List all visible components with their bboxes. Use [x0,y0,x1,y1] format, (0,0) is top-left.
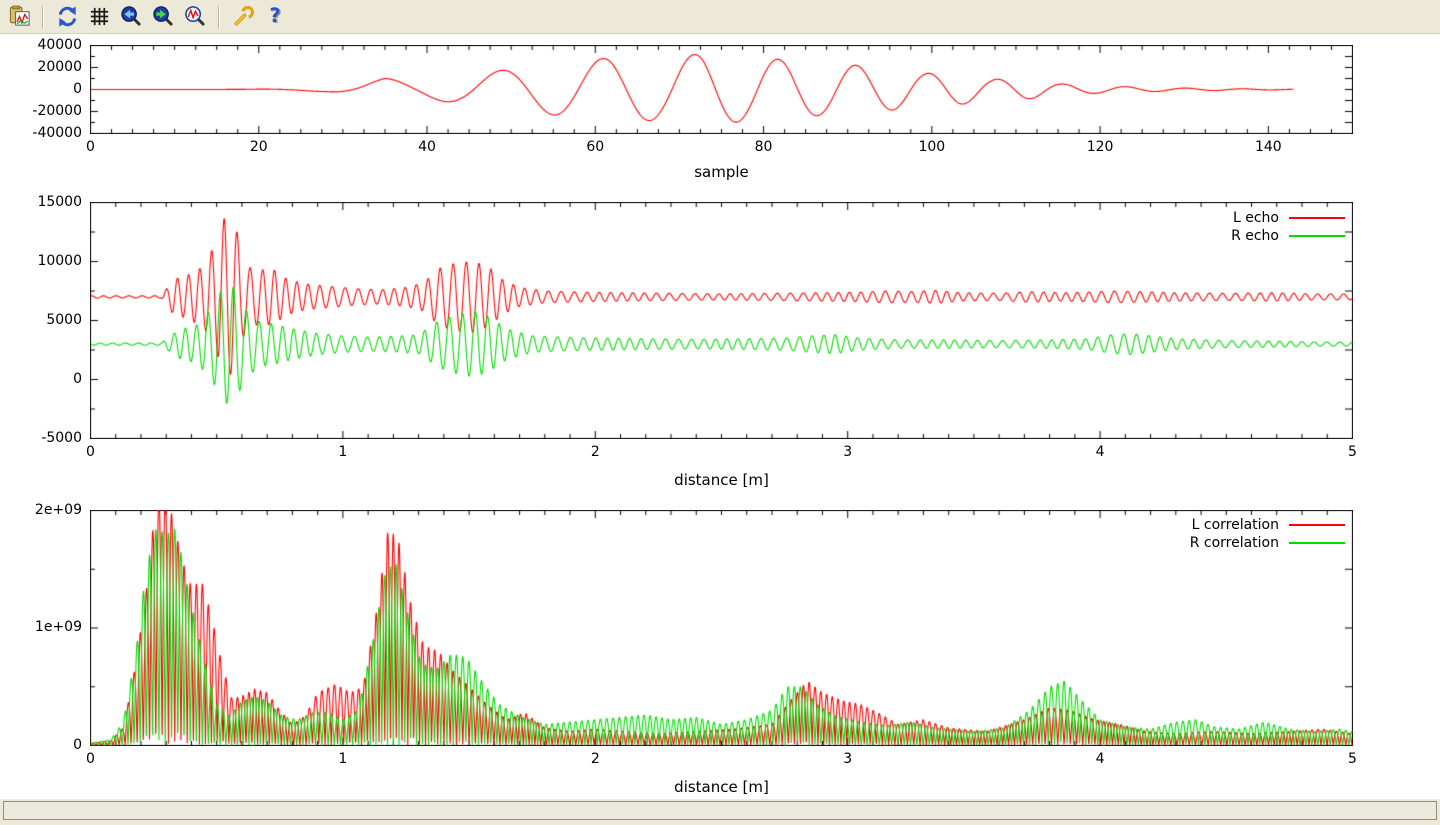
y-tick-label: 15000 [37,193,82,210]
y-tick-label: 2e+09 [34,501,82,518]
magnifier-plot-icon [184,6,205,26]
x-tick-label: 1 [338,444,348,460]
statusbar [0,799,1440,825]
zoom-previous-button[interactable] [116,3,146,31]
grid-button[interactable] [84,3,114,31]
x-tick-label: 3 [843,751,853,767]
x-tick-label: 60 [586,139,605,155]
svg-text:?: ? [269,5,280,27]
x-tick-label: 0 [86,139,95,155]
y-tick-label: -20000 [32,102,82,119]
x-tick-label: 80 [754,139,773,155]
wrench-icon [233,5,254,26]
x-tick-label: 140 [1254,139,1282,155]
toolbar-separator [218,5,220,28]
y-tick-label: 5000 [46,311,82,328]
toolbar-separator [42,5,44,28]
autoscale-button[interactable] [180,3,210,31]
x-tick-label: 5 [1348,751,1357,767]
refresh-icon [58,6,76,27]
x-tick-label: 120 [1086,139,1114,155]
x-tick-label: 2 [590,751,600,767]
x-tick-label: 2 [590,444,600,460]
y-tick-label: 20000 [37,58,82,75]
replot-button[interactable] [52,3,82,31]
y-tick-label: -40000 [32,124,82,141]
y-tick-label: 0 [73,80,82,97]
clipboard-chart-icon [9,5,30,26]
help-button[interactable]: ? ? [260,3,290,31]
question-mark-icon: ? ? [269,5,282,28]
y-tick-label: 0 [73,370,82,387]
x-tick-label: 40 [418,139,436,155]
x-tick-label: 3 [843,444,853,460]
y-tick-label: 40000 [37,36,82,53]
x-tick-label: 4 [1095,444,1105,460]
y-tick-label: 0 [73,736,82,753]
y-tick-label: 1e+09 [34,619,82,635]
y-tick-label: 10000 [37,252,82,269]
chart1-x-axis-label: sample [694,163,749,181]
chart3-x-axis-label: distance [m] [674,778,769,796]
x-tick-label: 100 [918,139,946,155]
grid-icon [90,7,108,26]
toolbar: ? ? [0,0,1440,34]
chart2-x-axis-label: distance [m] [674,471,769,489]
copy-plot-button[interactable] [4,3,34,31]
magnifier-left-arrow-icon [120,6,141,26]
x-tick-label: 5 [1348,444,1357,460]
statusbar-field [3,801,1437,820]
config-button[interactable] [228,3,258,31]
x-tick-label: 0 [86,751,95,767]
plot-area-3[interactable] [90,510,1353,746]
zoom-next-button[interactable] [148,3,178,31]
x-tick-label: 1 [338,751,348,767]
x-tick-label: 20 [249,139,268,155]
plot-area-2[interactable] [90,202,1353,439]
svg-text:?: ? [270,5,281,28]
y-tick-label: -5000 [41,429,82,446]
plot-area-1[interactable] [90,45,1353,134]
magnifier-right-arrow-icon [152,6,173,26]
x-tick-label: 0 [86,444,95,460]
x-tick-label: 4 [1095,751,1105,767]
